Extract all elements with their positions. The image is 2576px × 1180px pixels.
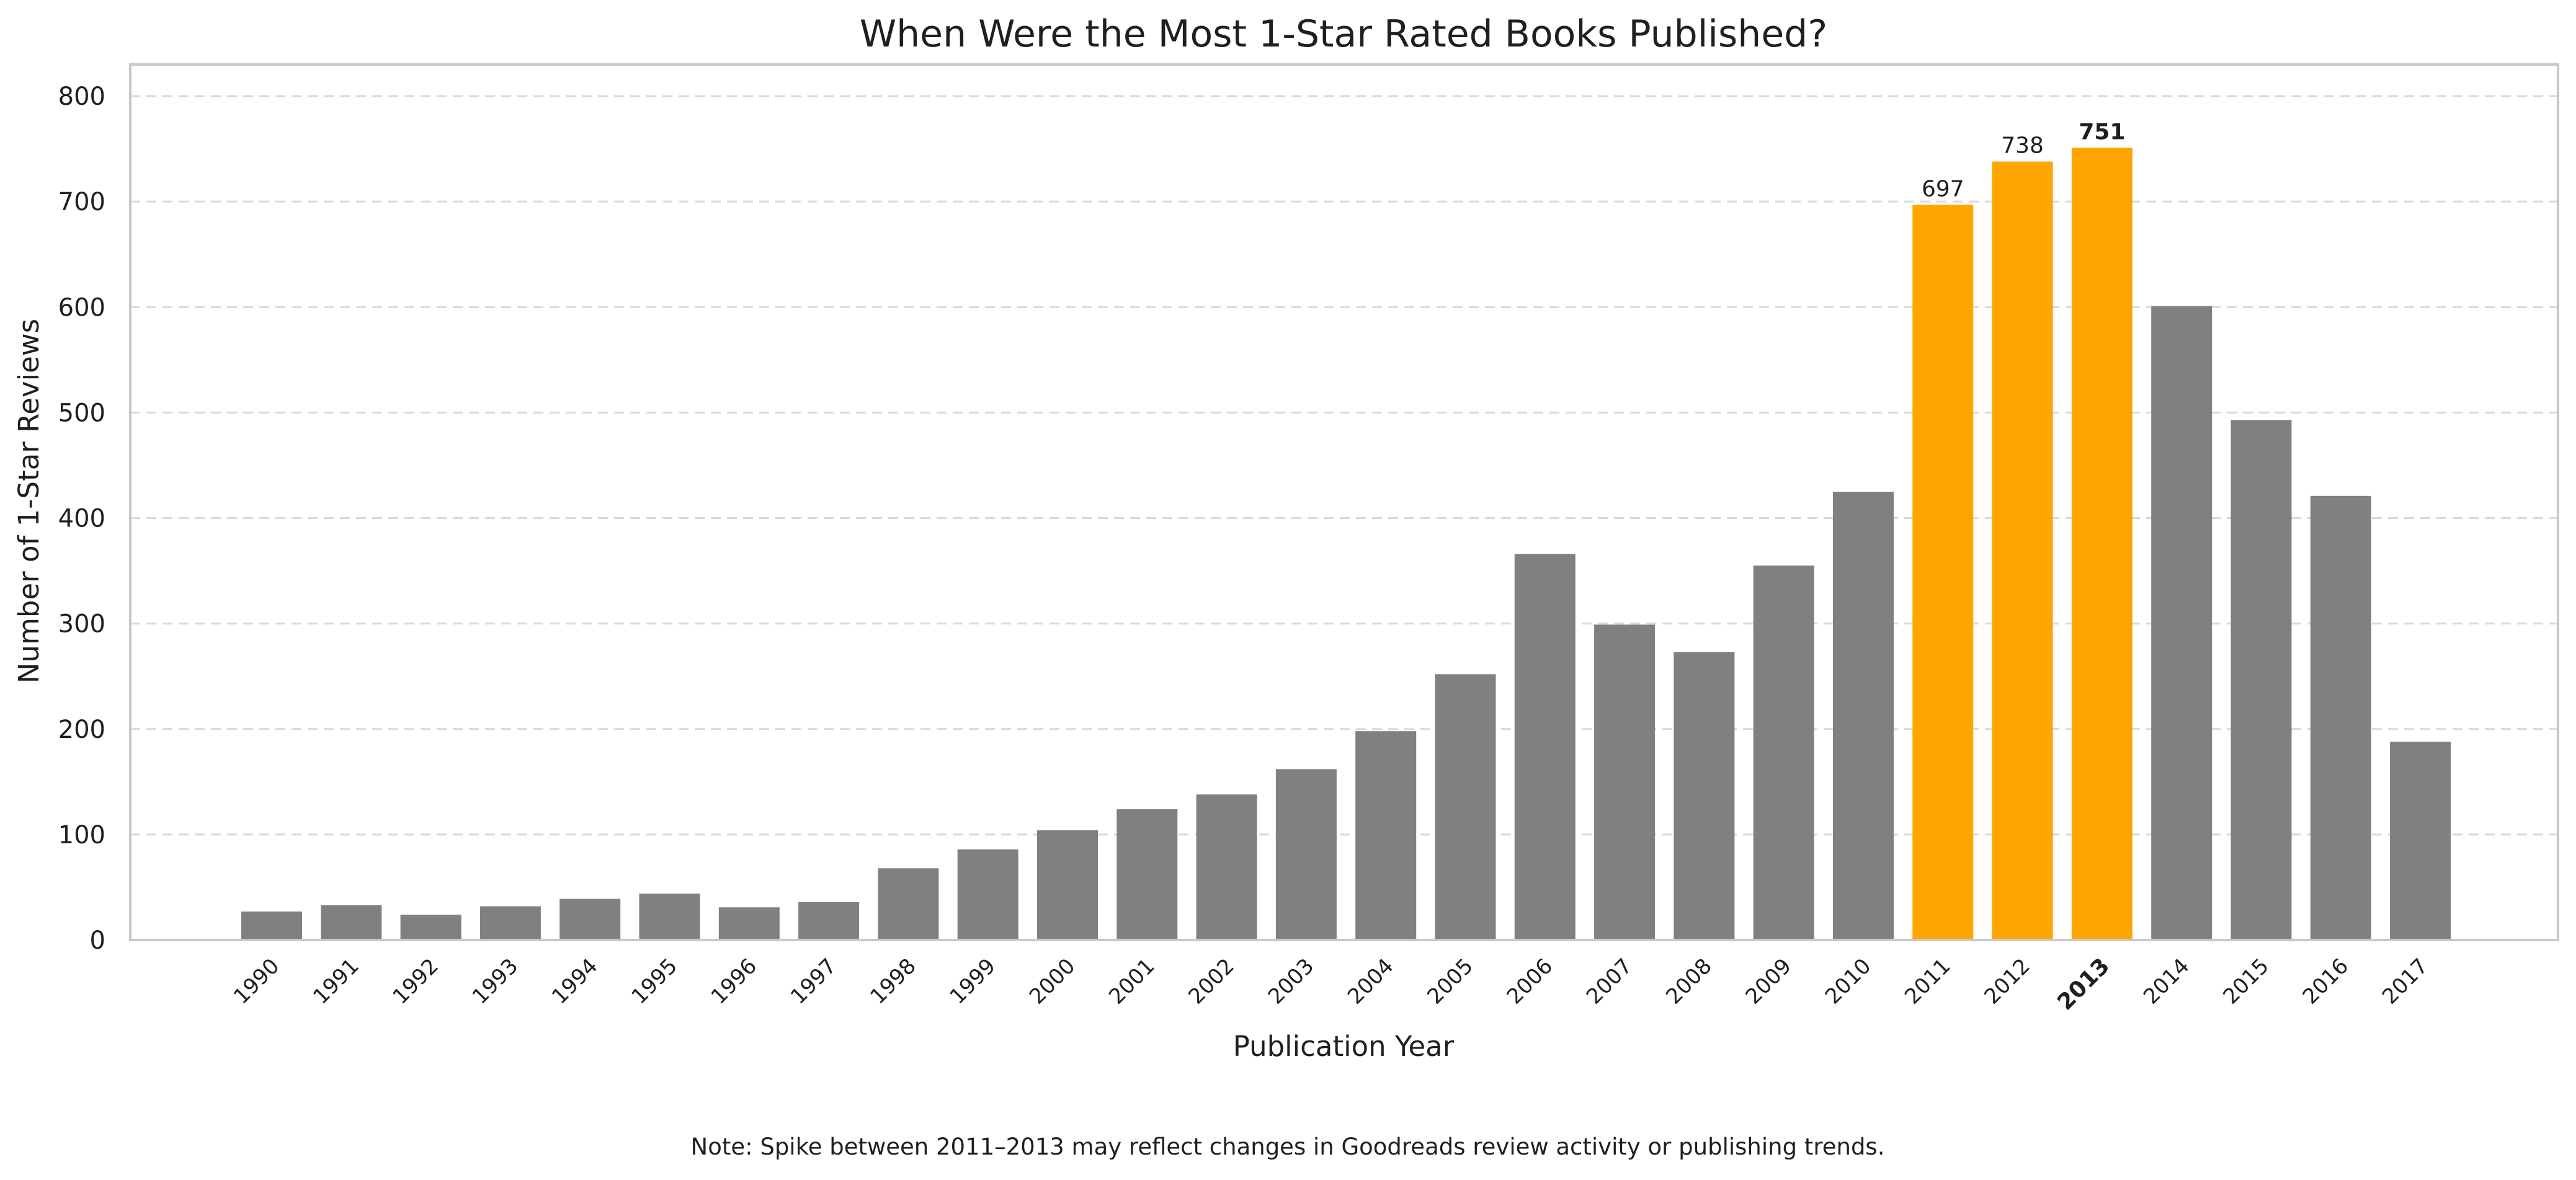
bar-1992: [400, 915, 461, 940]
y-tick-label: 800: [58, 82, 105, 111]
x-tick-label-2004: 2004: [1343, 954, 1398, 1009]
bar-2007: [1594, 624, 1656, 940]
x-tick-label-1999: 1999: [945, 954, 1001, 1009]
bar-1996: [718, 907, 780, 940]
bar-1994: [559, 898, 621, 940]
bar-2001: [1116, 809, 1178, 940]
bar-2016: [2310, 495, 2371, 940]
bar-2004: [1355, 731, 1417, 940]
bar-1997: [798, 902, 860, 940]
bar-2017: [2390, 742, 2451, 940]
bar-2012: [1992, 161, 2053, 940]
x-tick-label-2013: 2013: [2052, 953, 2115, 1015]
x-tick-label-1993: 1993: [468, 954, 523, 1009]
y-tick-label: 200: [58, 716, 105, 744]
x-tick-label-2016: 2016: [2298, 954, 2353, 1009]
x-tick-label-1997: 1997: [786, 954, 841, 1009]
x-tick-label-1996: 1996: [706, 954, 762, 1009]
grid-lines: [130, 95, 2558, 836]
x-tick-label-2012: 2012: [1979, 954, 2035, 1009]
x-tick-label-1995: 1995: [626, 954, 682, 1009]
x-tick-label-2015: 2015: [2218, 954, 2273, 1009]
bar-2006: [1514, 554, 1575, 940]
bar-2002: [1196, 794, 1257, 940]
x-tick-label-1992: 1992: [388, 954, 443, 1009]
x-axis-label: Publication Year: [1233, 1030, 1455, 1063]
y-tick-label: 100: [58, 821, 105, 850]
y-tick-label: 0: [90, 926, 105, 955]
x-tick-label-2014: 2014: [2139, 954, 2194, 1009]
bar-2000: [1037, 830, 1098, 940]
y-tick-label: 300: [58, 610, 105, 639]
x-tick-label-1990: 1990: [229, 954, 284, 1009]
bars: [241, 148, 2451, 941]
bar-2015: [2231, 420, 2292, 940]
x-tick-label-2002: 2002: [1183, 954, 1239, 1009]
bar-2014: [2151, 306, 2213, 940]
bar-2010: [1833, 491, 1894, 940]
value-label-2011: 697: [1922, 176, 1964, 202]
bar-2013: [2071, 148, 2133, 941]
bar-2005: [1435, 674, 1496, 940]
x-tick-label-1994: 1994: [547, 954, 602, 1009]
x-tick-label-2000: 2000: [1025, 954, 1080, 1009]
x-tick-label-2010: 2010: [1821, 954, 1876, 1009]
bar-2011: [1912, 205, 1974, 940]
x-tick-labels: 1990 1991 1992 1993 1994 1995 1996 1997 1998 1999…: [229, 953, 2433, 1015]
bar-1991: [321, 905, 382, 940]
bar-1990: [241, 912, 302, 940]
bar-1998: [878, 868, 939, 940]
value-label-2013: 751: [2079, 119, 2125, 144]
x-tick-label-1991: 1991: [308, 954, 363, 1009]
y-tick-label: 500: [58, 399, 105, 427]
bar-2008: [1674, 652, 1735, 940]
x-tick-label-2011: 2011: [1900, 954, 1955, 1009]
y-tick-label: 600: [58, 293, 105, 322]
x-tick-label-2001: 2001: [1104, 954, 1159, 1009]
x-tick-label-2008: 2008: [1661, 954, 1716, 1009]
x-tick-label-2017: 2017: [2378, 954, 2433, 1009]
x-tick-label-2003: 2003: [1263, 954, 1319, 1009]
bar-2003: [1275, 769, 1337, 940]
bar-2009: [1753, 566, 1814, 940]
x-tick-label-1998: 1998: [865, 954, 920, 1009]
x-tick-label-2007: 2007: [1582, 954, 1637, 1009]
plot-frame: [129, 63, 2559, 941]
value-label-2012: 738: [2001, 133, 2044, 159]
bar-1995: [639, 894, 700, 940]
x-tick-label-2005: 2005: [1422, 954, 1477, 1009]
y-axis-label: Number of 1-Star Reviews: [12, 319, 45, 683]
chart-note: Note: Spike between 2011–2013 may reflec…: [691, 1133, 1885, 1160]
y-tick-label: 400: [58, 505, 105, 533]
x-tick-label-2006: 2006: [1502, 954, 1558, 1009]
bar-1993: [479, 906, 541, 940]
chart-title: When Were the Most 1-Star Rated Books Pu…: [860, 12, 1827, 56]
bar-1999: [957, 849, 1018, 940]
y-tick-label: 700: [58, 188, 105, 216]
y-tick-labels: 0 100 200 300 400 500 600 700 800: [58, 82, 105, 955]
x-tick-label-2009: 2009: [1741, 954, 1796, 1009]
bar-value-labels: 697 738 751: [1922, 119, 2126, 202]
